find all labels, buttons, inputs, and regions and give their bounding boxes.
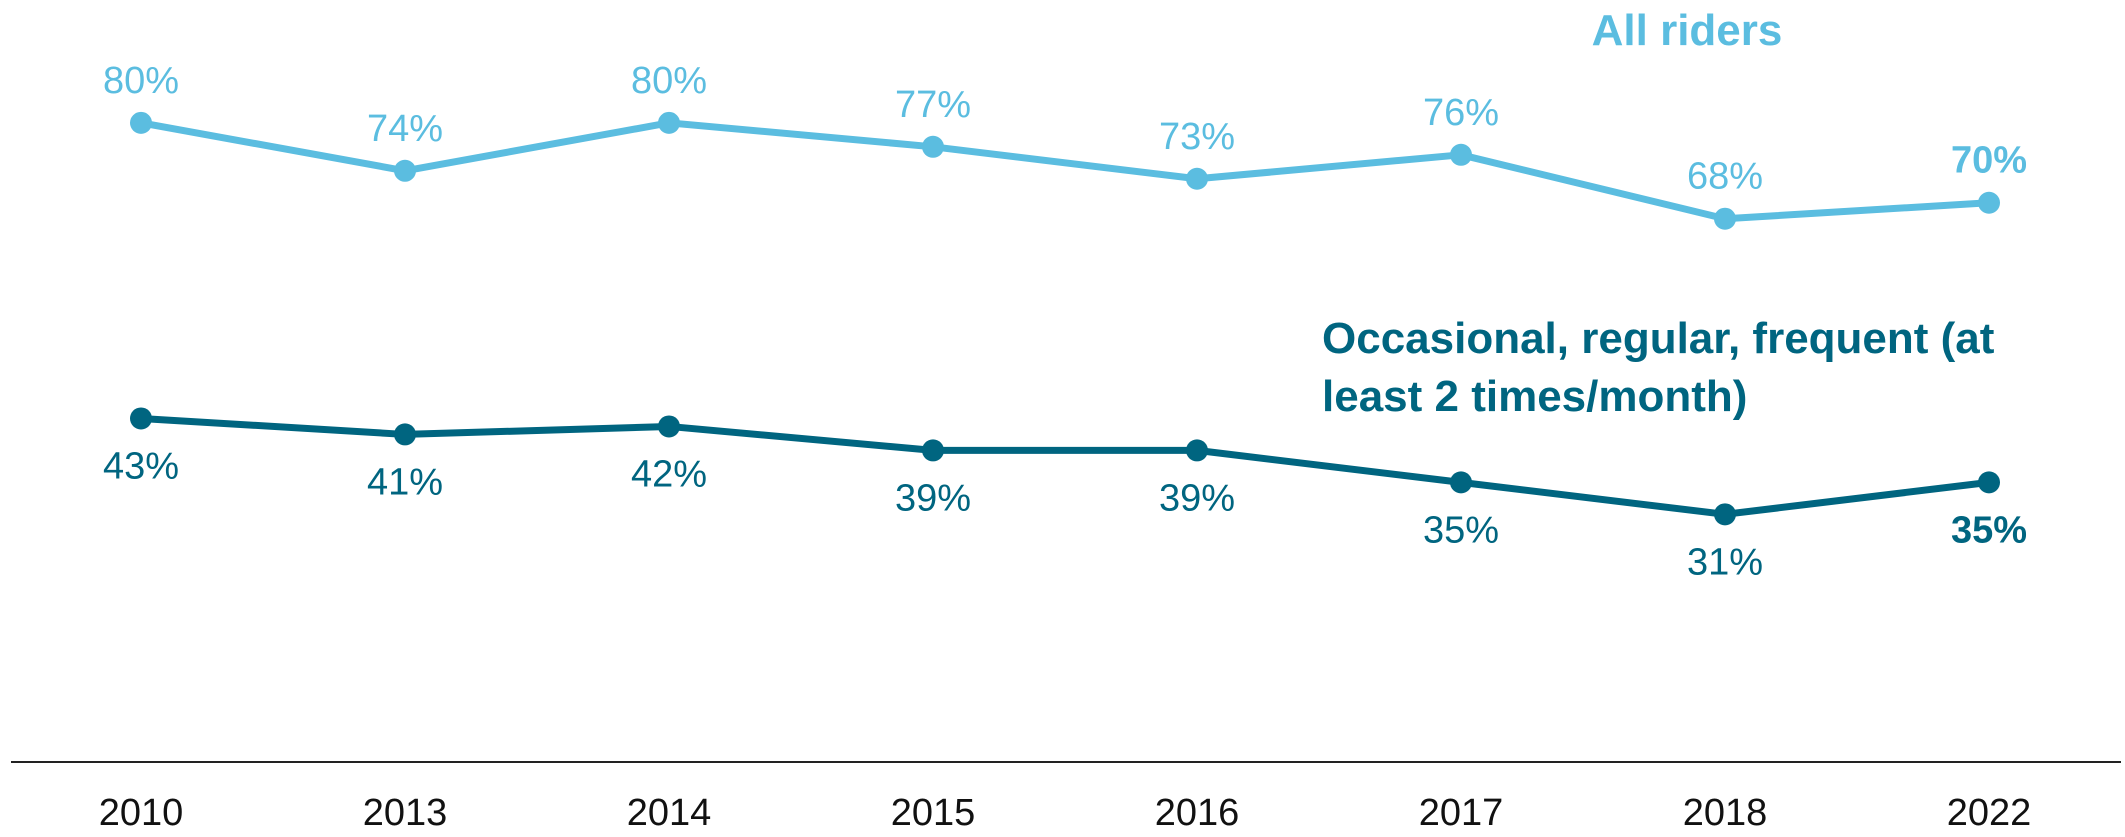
data-point xyxy=(1450,143,1472,166)
data-label: 35% xyxy=(1951,509,2027,551)
x-tick-label: 2010 xyxy=(99,792,184,834)
x-tick-label: 2018 xyxy=(1683,792,1768,834)
series-line xyxy=(140,119,1990,223)
data-point xyxy=(130,407,152,430)
x-tick-label: 2013 xyxy=(363,792,448,834)
data-point xyxy=(1714,503,1736,526)
data-label: 39% xyxy=(895,477,971,519)
data-point xyxy=(1978,191,2000,214)
data-label: 39% xyxy=(1159,477,1235,519)
x-tick-label: 2017 xyxy=(1419,792,1504,834)
data-label: 74% xyxy=(367,108,443,150)
data-point xyxy=(1714,207,1736,230)
data-label: 41% xyxy=(367,461,443,503)
data-point xyxy=(658,111,680,134)
data-label: 70% xyxy=(1951,140,2027,182)
data-point xyxy=(130,111,152,134)
data-point xyxy=(922,135,944,158)
data-point xyxy=(1978,471,2000,494)
x-tick-label: 2016 xyxy=(1155,792,1240,834)
series-label: All riders xyxy=(1591,6,1783,55)
data-point xyxy=(1186,167,1208,190)
data-point xyxy=(394,423,416,446)
data-label: 80% xyxy=(103,60,179,102)
x-tick-label: 2015 xyxy=(891,792,976,834)
data-label: 80% xyxy=(631,60,707,102)
data-point xyxy=(1450,471,1472,494)
x-tick-label: 2022 xyxy=(1947,792,2032,834)
series-line xyxy=(140,414,1990,518)
x-tick-label: 2014 xyxy=(627,792,712,834)
data-point xyxy=(922,439,944,462)
data-point xyxy=(1186,439,1208,462)
data-label: 77% xyxy=(895,84,971,126)
data-label: 43% xyxy=(103,445,179,487)
series-label: Occasional, regular, frequent (at least … xyxy=(1322,314,1995,421)
data-label: 73% xyxy=(1159,116,1235,158)
data-label: 68% xyxy=(1687,156,1763,198)
data-label: 76% xyxy=(1423,92,1499,134)
data-point xyxy=(658,415,680,438)
data-point xyxy=(394,159,416,182)
data-label: 42% xyxy=(631,453,707,495)
data-label: 31% xyxy=(1687,541,1763,583)
data-label: 35% xyxy=(1423,509,1499,551)
